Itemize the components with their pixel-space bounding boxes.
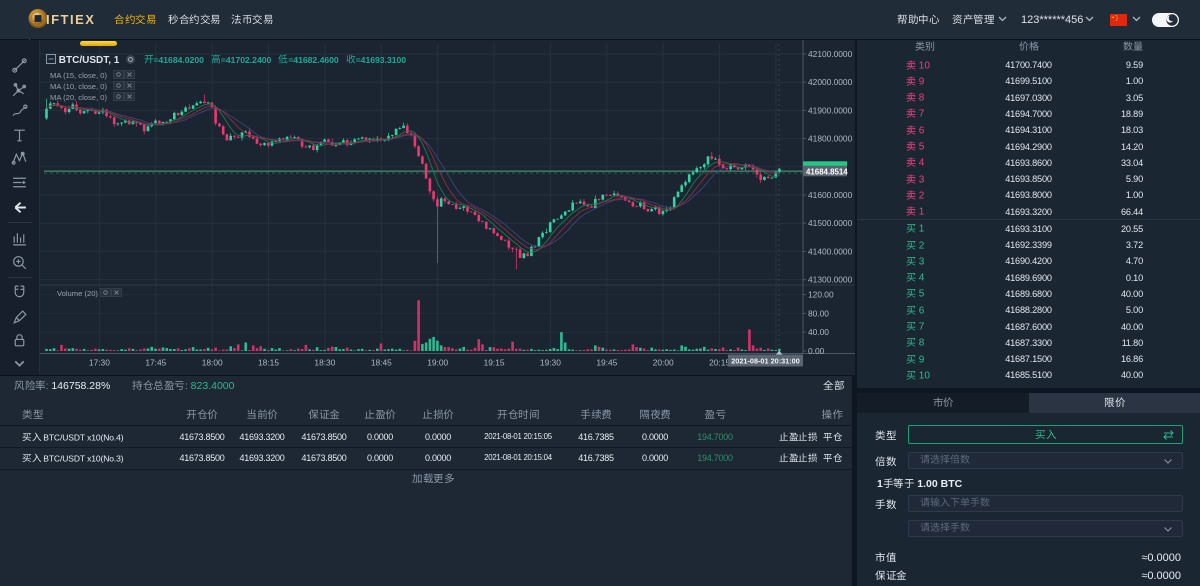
svg-text:20:00: 20:00 — [653, 358, 674, 368]
svg-text:41684.8514: 41684.8514 — [806, 167, 848, 176]
svg-text:19:30: 19:30 — [540, 358, 561, 368]
svg-text:40.00: 40.00 — [808, 327, 829, 337]
svg-text:0.00: 0.00 — [808, 346, 825, 356]
svg-text:2021-08-01 20:31:00: 2021-08-01 20:31:00 — [731, 357, 800, 366]
svg-text:18:30: 18:30 — [314, 358, 335, 368]
svg-text:41400.0000: 41400.0000 — [808, 246, 853, 256]
svg-text:17:30: 17:30 — [89, 358, 110, 368]
svg-text:42000.0000: 42000.0000 — [808, 77, 853, 87]
svg-text:41600.0000: 41600.0000 — [808, 190, 853, 200]
svg-text:19:15: 19:15 — [484, 358, 505, 368]
svg-text:41900.0000: 41900.0000 — [808, 105, 853, 115]
svg-text:41300.0000: 41300.0000 — [808, 275, 853, 285]
svg-text:19:45: 19:45 — [596, 358, 617, 368]
svg-text:17:45: 17:45 — [145, 358, 166, 368]
svg-text:80.00: 80.00 — [808, 308, 829, 318]
svg-text:41800.0000: 41800.0000 — [808, 134, 853, 144]
svg-text:18:00: 18:00 — [202, 358, 223, 368]
svg-text:18:15: 18:15 — [258, 358, 279, 368]
svg-text:18:45: 18:45 — [371, 358, 392, 368]
svg-text:41500.0000: 41500.0000 — [808, 218, 853, 228]
svg-text:19:00: 19:00 — [427, 358, 448, 368]
svg-text:42100.0000: 42100.0000 — [808, 49, 853, 59]
svg-text:20:15: 20:15 — [709, 358, 730, 368]
svg-text:120.00: 120.00 — [808, 290, 834, 300]
